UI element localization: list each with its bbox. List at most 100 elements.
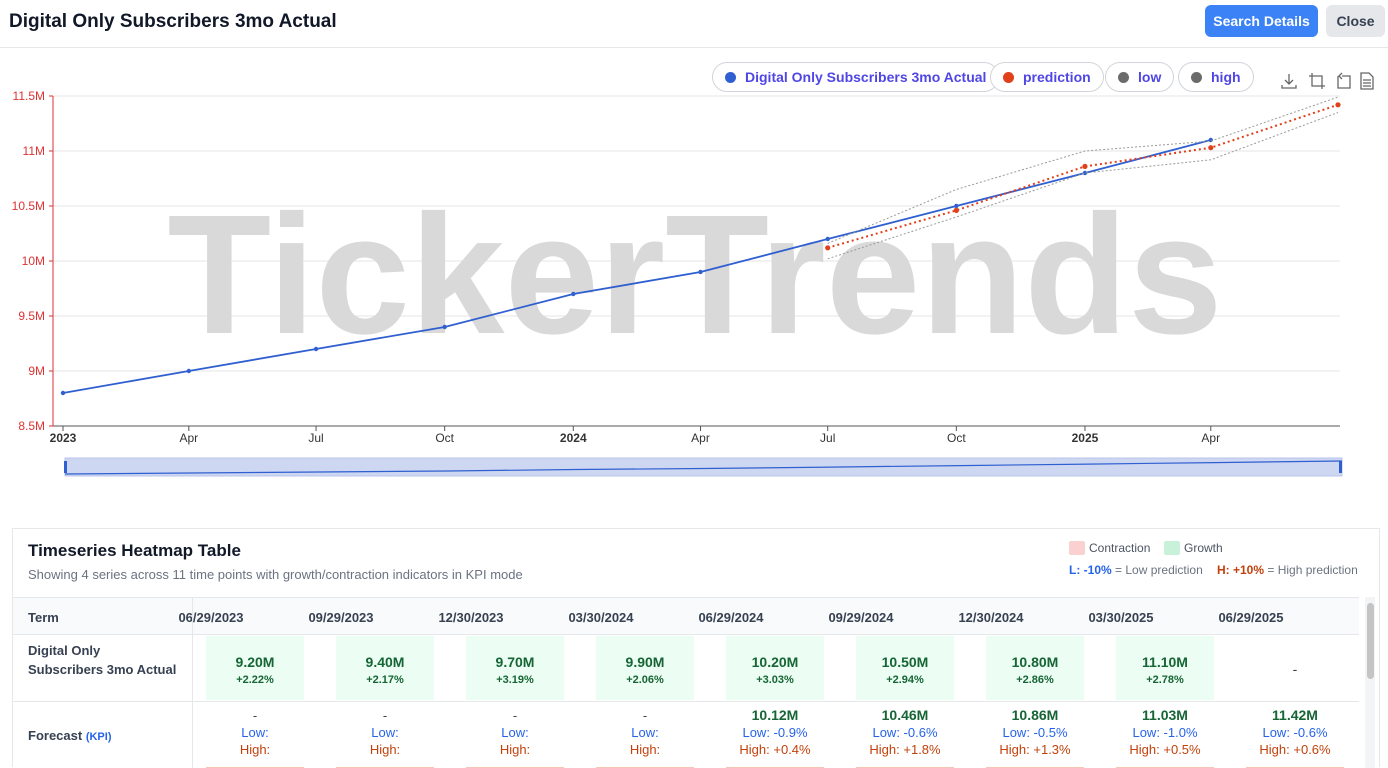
x-tick-label: Apr [179, 431, 198, 445]
data-point-digital-only-subscribers-3mo-actual [698, 269, 703, 275]
zoom-icon[interactable] [1308, 72, 1326, 90]
legend-label-actual: Digital Only Subscribers 3mo Actual [745, 69, 987, 85]
chart-axes: 8.5M 9M 9.5M 10M 10.5M 11M 11.5M 2023 Apr Jul Oct 2… [12, 89, 1340, 445]
data-point-digital-only-subscribers-3mo-actual [1082, 170, 1088, 176]
col-header[interactable]: 03/30/2024 [568, 610, 634, 625]
data-point-digital-only-subscribers-3mo-actual [825, 236, 830, 242]
heatmap-title: Timeseries Heatmap Table [28, 541, 241, 560]
legend-label-low: low [1138, 69, 1162, 85]
x-tick-label: Jul [820, 431, 835, 445]
term-header: Term [28, 610, 59, 625]
contraction-swatch [1069, 541, 1085, 555]
legend-dot-prediction [1003, 71, 1014, 83]
series-line-prediction [827, 103, 1339, 249]
heatmap-cell[interactable]: 10.20M +3.03% [726, 636, 824, 700]
data-point-prediction [825, 245, 831, 251]
x-tick-label: Jul [308, 431, 323, 445]
heatmap-cell[interactable]: 9.70M +3.19% [466, 636, 564, 700]
legend-item-prediction[interactable]: prediction [990, 62, 1104, 92]
forecast-label: Forecast [28, 728, 83, 743]
legend-contraction: Contraction [1069, 541, 1150, 555]
download-icon[interactable] [1280, 72, 1298, 90]
forecast-cell[interactable]: - Low: High: [239, 708, 271, 757]
y-tick-label: 9M [28, 364, 45, 378]
data-point-prediction [1208, 145, 1214, 151]
forecast-cell[interactable]: - Low: High: [499, 708, 531, 757]
heatmap-cell[interactable]: 9.20M +2.22% [206, 636, 304, 700]
reset-zoom-icon[interactable] [1334, 72, 1352, 90]
y-tick-label: 10.5M [12, 199, 45, 213]
forecast-cell[interactable]: - Low: High: [629, 708, 661, 757]
y-tick-label: 9.5M [18, 309, 45, 323]
col-header[interactable]: 12/30/2023 [438, 610, 504, 625]
high-tag: H: +10% [1217, 563, 1265, 577]
data-view-icon[interactable] [1358, 72, 1376, 90]
data-point-digital-only-subscribers-3mo-actual [60, 390, 66, 396]
col-header[interactable]: 06/29/2025 [1218, 610, 1284, 625]
legend-dot-actual [725, 71, 736, 83]
legend-dot-low [1118, 71, 1129, 83]
chart-series [60, 96, 1341, 396]
table-scrollbar-track[interactable] [1365, 597, 1375, 768]
table-header: Term 06/29/2023 09/29/2023 12/30/2023 03… [13, 597, 1359, 635]
search-details-button[interactable]: Search Details [1205, 5, 1318, 37]
data-zoom-slider[interactable] [64, 457, 1343, 477]
y-tick-label: 10M [22, 254, 45, 268]
x-tick-label: Apr [1201, 431, 1220, 445]
series-line-digital-only-subscribers-3mo-actual [62, 139, 1212, 394]
forecast-cell[interactable]: 10.12M Low: -0.9% High: +0.4% [739, 707, 811, 757]
legend-item-high[interactable]: high [1178, 62, 1254, 92]
slider-window [64, 457, 1343, 477]
forecast-cell[interactable]: 11.42M Low: -0.6% High: +0.6% [1259, 707, 1331, 757]
y-tick-label: 11M [23, 144, 45, 158]
forecast-cell[interactable]: - Low: High: [369, 708, 401, 757]
header-bar: Digital Only Subscribers 3mo Actual Sear… [0, 0, 1388, 48]
col-header[interactable]: 06/29/2023 [178, 610, 244, 625]
x-tick-label: 2023 [50, 431, 77, 445]
col-header[interactable]: 09/29/2024 [828, 610, 894, 625]
legend-growth: Growth [1164, 541, 1223, 555]
line-chart: TickerTrends 8.5M 9M 9.5M 10M 10.5M 11M 11.5M 2… [12, 89, 1343, 477]
heatmap-panel: Timeseries Heatmap Table Showing 4 serie… [12, 528, 1380, 768]
high-prediction-note: H: +10% = High prediction [1217, 563, 1358, 577]
slider-preview-line [64, 460, 1343, 475]
col-header[interactable]: 09/29/2023 [308, 610, 374, 625]
x-tick-label: Apr [691, 431, 710, 445]
data-point-prediction [953, 207, 959, 213]
heatmap-cell[interactable]: 10.80M +2.86% [986, 636, 1084, 700]
watermark-text: TickerTrends [167, 180, 1222, 370]
forecast-cell[interactable]: 10.46M Low: -0.6% High: +1.8% [869, 707, 941, 757]
col-header[interactable]: 03/30/2025 [1088, 610, 1154, 625]
x-tick-label: 2024 [560, 431, 587, 445]
growth-swatch [1164, 541, 1180, 555]
x-tick-label: Oct [435, 431, 454, 445]
forecast-cell[interactable]: 11.03M Low: -1.0% High: +0.5% [1129, 707, 1201, 757]
heatmap-cell[interactable]: 9.90M +2.06% [596, 636, 694, 700]
x-tick-label: 2025 [1072, 431, 1099, 445]
slider-handle-right [1339, 461, 1342, 473]
col-header[interactable]: 12/30/2024 [958, 610, 1024, 625]
legend-item-low[interactable]: low [1105, 62, 1175, 92]
low-tag: L: -10% [1069, 563, 1112, 577]
table-scrollbar-thumb[interactable] [1367, 603, 1374, 679]
col-header[interactable]: 06/29/2024 [698, 610, 764, 625]
heatmap-cell[interactable]: 9.40M +2.17% [336, 636, 434, 700]
legend-item-actual[interactable]: Digital Only Subscribers 3mo Actual [712, 62, 1000, 92]
heatmap-cell[interactable]: 10.50M +2.94% [856, 636, 954, 700]
close-button[interactable]: Close [1326, 5, 1385, 37]
data-point-digital-only-subscribers-3mo-actual [186, 368, 192, 374]
heatmap-subtitle: Showing 4 series across 11 time points w… [28, 567, 523, 582]
data-point-digital-only-subscribers-3mo-actual [313, 346, 319, 352]
heatmap-cell[interactable]: - [1292, 661, 1298, 677]
kpi-tag: (KPI) [85, 731, 112, 743]
legend-label-prediction: prediction [1023, 69, 1091, 85]
data-point-digital-only-subscribers-3mo-actual [954, 203, 959, 209]
data-point-digital-only-subscribers-3mo-actual [571, 291, 576, 297]
data-point-prediction [1335, 102, 1341, 108]
forecast-cell[interactable]: 10.86M Low: -0.5% High: +1.3% [999, 707, 1071, 757]
heatmap-cell[interactable]: 11.10M +2.78% [1116, 636, 1214, 700]
data-point-prediction [1082, 163, 1088, 169]
x-tick-label: Oct [947, 431, 966, 445]
data-point-digital-only-subscribers-3mo-actual [1208, 137, 1213, 143]
series-line-high [827, 96, 1339, 244]
